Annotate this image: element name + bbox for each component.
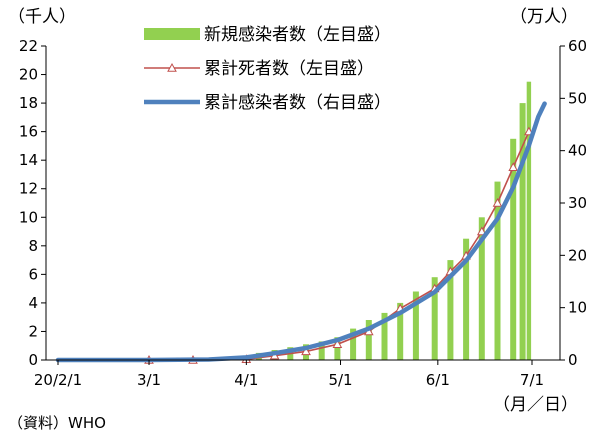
daily-cases-bar [478, 217, 485, 360]
left-axis-tick-label: 18 [19, 94, 38, 112]
legend-label-suffix: ） [374, 25, 391, 45]
left-axis-tick-label: 20 [19, 66, 38, 84]
cumulative-deaths-marker [476, 226, 487, 236]
cumulative-cases-series [55, 101, 547, 363]
daily-cases-bar [526, 81, 532, 360]
left-axis-tick-label: 10 [19, 208, 38, 226]
legend-label: 累計感染者数（右目盛） [204, 93, 391, 113]
x-axis-tick-label: 5/1 [328, 371, 352, 389]
left-axis-tick-label: 2 [28, 322, 38, 340]
daily-cases-bar [334, 337, 341, 360]
legend-label-name: 累計感染者数（右目盛 [204, 93, 374, 113]
daily-cases-bar [510, 138, 517, 360]
x-axis-tick-label: 20/2/1 [34, 371, 82, 389]
legend-swatch-deaths-marker [167, 62, 177, 72]
right-axis-unit: （万人） [510, 7, 578, 27]
right-axis-tick-label: 20 [568, 246, 587, 264]
daily-cases-bar [431, 277, 438, 360]
right-axis-tick-label: 30 [568, 194, 587, 212]
right-axis-tick-label: 50 [568, 89, 587, 107]
right-axis-tick-label: 0 [568, 351, 578, 369]
legend-label: 累計死者数（左目盛） [204, 59, 374, 79]
right-axis-tick-label: 10 [568, 299, 587, 317]
legend-label-suffix: ） [374, 93, 391, 113]
cumulative-deaths-marker [301, 346, 311, 356]
cumulative-cases-line [55, 101, 547, 363]
cumulative-deaths-marker [332, 339, 343, 348]
legend-label-name: 累計死者数（左目盛 [204, 59, 357, 79]
left-axis-tick-label: 16 [19, 123, 38, 141]
x-axis-tick-label: 3/1 [137, 371, 161, 389]
legend-label: 新規感染者数（左目盛） [204, 25, 391, 45]
daily-cases-bar [350, 328, 357, 360]
daily-cases-bar [494, 181, 501, 360]
x-axis-tick-label: 7/1 [520, 371, 544, 389]
x-axis-unit: （月／日） [493, 395, 578, 415]
left-axis-tick-label: 6 [28, 265, 38, 283]
left-axis-unit: （千人） [8, 7, 76, 27]
legend: 新規感染者数（左目盛）累計死者数（左目盛）累計感染者数（右目盛） [144, 25, 391, 113]
left-axis-tick-label: 0 [28, 351, 38, 369]
left-axis-tick-label: 22 [19, 37, 38, 55]
daily-cases-bar [318, 341, 325, 360]
legend-swatch-daily-cases [144, 28, 200, 40]
cumulative-deaths-marker [508, 162, 519, 171]
left-axis-tick-label: 8 [28, 237, 38, 255]
left-axis-tick-label: 4 [28, 294, 38, 312]
daily-cases-bar [381, 312, 388, 360]
legend-label-suffix: ） [357, 59, 374, 79]
left-axis-tick-label: 12 [19, 180, 38, 198]
x-axis-tick-label: 6/1 [426, 371, 450, 389]
axes: 0 2 4 6 8 10 12 14 16 18 20 22 0 10 20 30 40 50 60 20/2/1 3/… [19, 37, 587, 389]
cumulative-deaths-marker [492, 197, 503, 207]
source-note: （資料）WHO [8, 414, 106, 432]
right-axis-tick-label: 40 [568, 142, 587, 160]
legend-label-name: 新規感染者数（左目盛 [204, 25, 374, 45]
daily-cases-bar [365, 320, 372, 360]
daily-cases-bar [463, 238, 470, 360]
left-axis-tick-label: 14 [19, 151, 38, 169]
right-axis-tick-label: 60 [568, 37, 587, 55]
x-axis-tick-label: 4/1 [234, 371, 258, 389]
daily-cases-bar [519, 103, 526, 360]
daily-cases-bar [447, 260, 454, 360]
daily-cases-bar [397, 302, 404, 360]
daily-cases-bar [412, 291, 419, 360]
